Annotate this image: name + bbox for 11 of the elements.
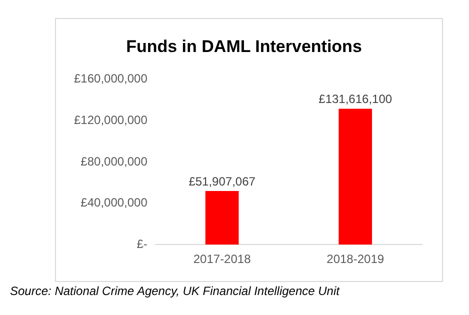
source-note: Source: National Crime Agency, UK Financial Intelligence Unit	[10, 284, 340, 298]
data-label: £131,616,100	[318, 92, 392, 106]
y-tick-label: £40,000,000	[80, 196, 148, 210]
data-label: £51,907,067	[188, 174, 256, 188]
y-tick-label: £160,000,000	[74, 72, 148, 86]
x-tick-label: 2017-2018	[193, 252, 252, 266]
y-tick-label: £-	[136, 236, 148, 251]
y-tick-label: £120,000,000	[74, 113, 148, 128]
y-tick-label: £80,000,000	[80, 154, 148, 168]
x-tick-label: 2018-2019	[326, 252, 384, 266]
chart-title: Funds in DAML Interventions	[126, 36, 362, 56]
